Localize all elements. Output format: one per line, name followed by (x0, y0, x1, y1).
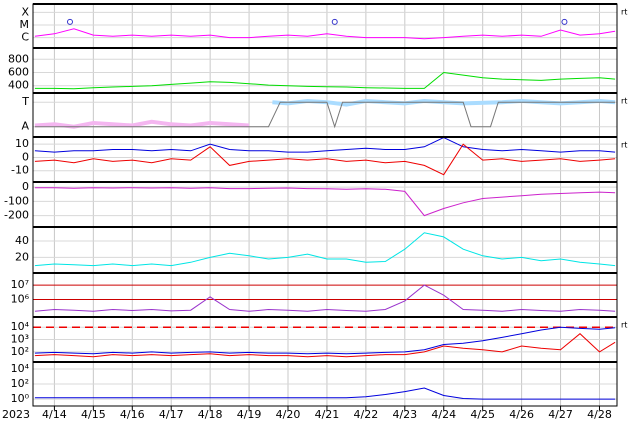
x-tick-label: 4/16 (120, 408, 145, 421)
y-tick-label: 10⁴ (11, 320, 30, 333)
x-tick-label: 4/14 (42, 408, 67, 421)
y-tick-label: 600 (8, 65, 29, 78)
y-tick-label: X (21, 5, 29, 18)
x-tick-label: 4/17 (159, 408, 184, 421)
x-tick-label: 4/26 (509, 408, 534, 421)
x-tick-label: 4/22 (354, 408, 379, 421)
y-tick-label: 10² (11, 345, 29, 358)
side-label: rt (621, 321, 627, 330)
data-line (34, 326, 616, 355)
x-tick-label: 4/15 (81, 408, 106, 421)
x-tick-label: 4/19 (237, 408, 262, 421)
y-tick-label: 10⁴ (11, 362, 30, 375)
data-line (34, 28, 616, 40)
data-line (34, 136, 616, 153)
y-tick-label: 20 (15, 250, 29, 263)
flare-marker (331, 18, 338, 25)
data-line (34, 232, 616, 267)
data-line (34, 187, 616, 217)
y-tick-label: M (20, 18, 30, 31)
y-tick-label: A (21, 120, 29, 133)
y-tick-label: 10 (15, 137, 29, 150)
flare-marker (561, 18, 568, 25)
x-tick-label: 4/28 (587, 408, 612, 421)
y-tick-label: -100 (4, 194, 29, 207)
x-tick-label: 4/27 (548, 408, 573, 421)
x-tick-label: 4/23 (392, 408, 417, 421)
x-tick-label: 4/24 (431, 408, 456, 421)
year-label: 2023 (2, 408, 30, 421)
x-tick-label: 4/20 (276, 408, 301, 421)
y-tick-label: 40 (15, 234, 29, 247)
y-tick-label: -10 (11, 164, 29, 177)
y-tick-label: 0 (22, 150, 29, 163)
y-tick-label: 10³ (11, 333, 29, 346)
panel-frame (32, 3, 618, 49)
x-tick-label: 4/25 (470, 408, 495, 421)
y-tick-label: 0 (22, 180, 29, 193)
y-tick-label: 400 (8, 79, 29, 92)
y-tick-label: -200 (4, 209, 29, 222)
side-label: rt (621, 97, 627, 106)
flare-marker (66, 18, 73, 25)
y-tick-label: 10² (11, 377, 29, 390)
data-line (34, 387, 616, 400)
data-line (272, 98, 616, 107)
data-line (34, 71, 616, 90)
data-line (34, 101, 616, 129)
y-tick-label: 10⁷ (11, 278, 29, 291)
y-tick-label: T (21, 95, 29, 108)
y-tick-label: 800 (8, 52, 29, 65)
y-tick-label: 10⁶ (11, 292, 30, 305)
data-line (34, 119, 250, 129)
panel-frame (32, 226, 618, 274)
side-label: rt (621, 8, 627, 17)
data-line (34, 333, 616, 358)
y-tick-label: C (21, 31, 29, 44)
side-label: rt (621, 141, 627, 150)
y-tick-label: 10⁰ (11, 392, 30, 405)
x-tick-label: 4/21 (315, 408, 340, 421)
x-tick-label: 4/18 (198, 408, 223, 421)
data-line (34, 143, 616, 176)
data-line (34, 284, 616, 312)
